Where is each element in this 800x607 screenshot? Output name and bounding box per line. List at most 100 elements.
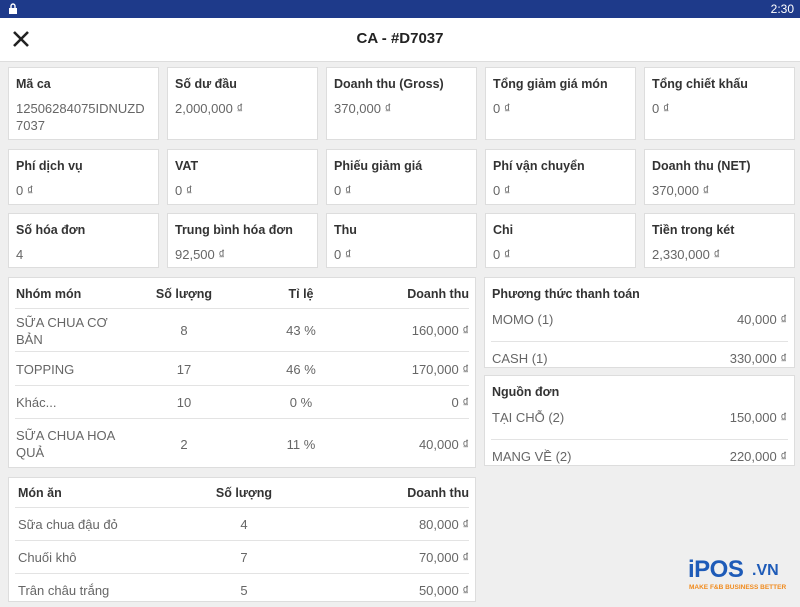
stat-label: Tổng giảm giá món: [493, 77, 608, 91]
stat-card: Mã ca 12506284075IDNUZD7037: [8, 67, 159, 140]
page-title: CA - #D7037: [356, 30, 444, 47]
panel-title: Nguồn đơn: [492, 384, 560, 399]
stat-value: 2,000,000 ₫: [175, 101, 244, 116]
table-cell: 43 %: [286, 323, 316, 338]
table-header: Nhóm món: [16, 286, 82, 301]
stat-value: 0 ₫: [493, 247, 511, 262]
stat-card: Tiền trong két 2,330,000 ₫: [644, 213, 795, 268]
item-table: Món ăn Số lượng Doanh thu Sữa chua đậu đỏ 4 8…: [8, 477, 476, 602]
table-header: Doanh thu: [407, 286, 469, 301]
stat-card: Phiếu giảm giá 0 ₫: [326, 149, 477, 205]
stat-card: Số hóa đơn 4: [8, 213, 159, 268]
table-cell: TOPPING: [16, 361, 75, 377]
stat-value: 0 ₫: [334, 183, 352, 198]
table-header: Doanh thu: [407, 486, 469, 500]
clock: 2:30: [770, 2, 794, 16]
logo-suffix: .VN: [752, 562, 779, 579]
table-cell: 11 %: [286, 436, 316, 452]
stat-label: Chi: [493, 223, 514, 237]
row-divider: [491, 341, 788, 342]
row-divider: [15, 418, 469, 419]
stat-value: 4: [16, 247, 24, 262]
stat-label: Doanh thu (Gross): [334, 77, 444, 91]
table-header: Món ăn: [18, 486, 62, 500]
row-label: CASH (1): [492, 351, 548, 366]
stat-card: Phí vận chuyển 0 ₫: [485, 149, 636, 205]
lock-icon: [9, 3, 17, 14]
logo-tagline: MAKE F&B BUSINESS BETTER: [689, 584, 787, 591]
table-header: Số lượng: [215, 486, 273, 500]
stat-label: Phí vận chuyển: [493, 159, 585, 173]
stat-value: 92,500 ₫: [175, 247, 226, 262]
stat-label: Tiền trong két: [652, 223, 735, 237]
stat-card: Tổng chiết khấu 0 ₫: [644, 67, 795, 140]
stat-value: 370,000 ₫: [334, 101, 392, 116]
stat-card: Doanh thu (NET) 370,000 ₫: [644, 149, 795, 205]
stat-card: Tổng giảm giá món 0 ₫: [485, 67, 636, 140]
stat-label: Số dư đầu: [175, 77, 237, 91]
stat-label: Thu: [334, 223, 357, 237]
row-divider: [15, 385, 469, 386]
stat-value: 0 ₫: [652, 101, 670, 116]
stat-label: Tổng chiết khấu: [652, 77, 748, 91]
table-cell: 0 ₫: [451, 395, 469, 410]
row-divider: [15, 351, 469, 352]
table-cell: 40,000 ₫: [418, 436, 469, 452]
table-cell: 8: [180, 323, 188, 338]
stat-card: Trung bình hóa đơn 92,500 ₫: [167, 213, 318, 268]
table-cell: 17: [176, 361, 192, 377]
status-bar: 2:30: [0, 0, 800, 18]
stat-card: VAT 0 ₫: [167, 149, 318, 205]
table-cell: SỮA CHUA CƠ BẢN: [16, 314, 108, 347]
header: CA - #D7037: [0, 18, 800, 62]
table-cell: 2: [180, 436, 188, 452]
stat-label: Trung bình hóa đơn: [175, 223, 293, 237]
logo: iPOS .VN MAKE F&B BUSINESS BETTER: [688, 556, 798, 596]
source-panel: Nguồn đơn TẠI CHỖ (2) 150,000 ₫ MANG VỀ (2)…: [484, 375, 795, 466]
stat-value: 0 ₫: [493, 183, 511, 198]
row-amount: 150,000 ₫: [729, 409, 787, 425]
table-header: Số lượng: [155, 286, 213, 301]
table-cell: 0 %: [289, 395, 313, 410]
row-divider: [15, 573, 469, 574]
stat-value: 0 ₫: [334, 247, 352, 262]
stat-card: Chi 0 ₫: [485, 213, 636, 268]
stat-label: Phiếu giảm giá: [334, 159, 423, 173]
table-cell: 46 %: [286, 361, 316, 377]
table-cell: SỮA CHUA HOA QUẢ: [16, 428, 115, 460]
table-cell: 5: [240, 583, 248, 598]
stat-card: Thu 0 ₫: [326, 213, 477, 268]
row-amount: 330,000 ₫: [729, 351, 787, 366]
stat-label: Phí dịch vụ: [16, 159, 83, 173]
stat-value: 0 ₫: [175, 183, 193, 198]
payment-panel: Phương thức thanh toán MOMO (1) 40,000 ₫ CA…: [484, 277, 795, 368]
stat-label: VAT: [175, 159, 199, 173]
stat-card: Doanh thu (Gross) 370,000 ₫: [326, 67, 477, 140]
table-cell: 50,000 ₫: [418, 583, 469, 598]
table-cell: Sữa chua đậu đỏ: [18, 517, 118, 532]
stat-value: 12506284075IDNUZD7037: [16, 101, 145, 133]
row-amount: 220,000 ₫: [729, 449, 787, 464]
row-divider: [15, 540, 469, 541]
stat-label: Doanh thu (NET): [652, 159, 751, 173]
table-cell: 80,000 ₫: [418, 517, 469, 532]
group-table: Nhóm món Số lượng Tỉ lệ Doanh thu SỮA CHUA C…: [8, 277, 476, 468]
row-amount: 40,000 ₫: [736, 311, 787, 327]
stat-label: Mã ca: [16, 77, 51, 91]
table-cell: 170,000 ₫: [411, 361, 469, 377]
table-cell: 4: [240, 517, 248, 532]
row-label: MANG VỀ (2): [492, 449, 572, 464]
row-label: TẠI CHỖ (2): [492, 409, 565, 425]
logo-brand: iPOS: [688, 556, 744, 583]
stat-value: 2,330,000 ₫: [652, 247, 721, 262]
stat-value: 0 ₫: [493, 101, 511, 116]
table-cell: Trân châu trắng: [18, 583, 110, 598]
table-cell: Chuối khô: [18, 550, 77, 565]
close-button[interactable]: [12, 30, 30, 48]
panel-title: Phương thức thanh toán: [492, 286, 640, 301]
row-divider: [15, 507, 469, 508]
row-label: MOMO (1): [492, 311, 554, 327]
table-cell: 10: [176, 395, 192, 410]
stat-value: 0 ₫: [16, 183, 34, 198]
